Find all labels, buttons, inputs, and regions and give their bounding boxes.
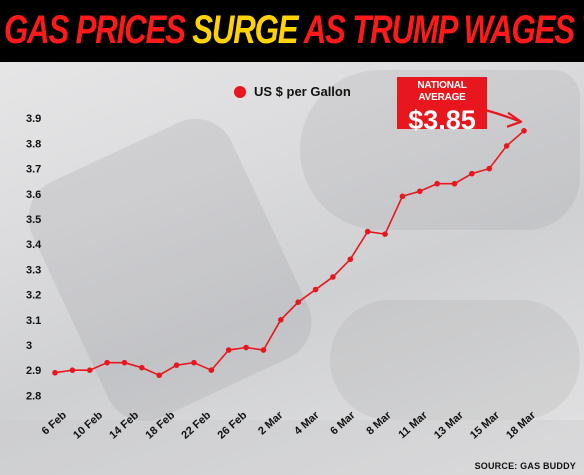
data-point: [260, 347, 267, 353]
y-tick-label: 3.7: [26, 164, 41, 176]
y-tick-label: 3.9: [26, 113, 41, 125]
data-point: [208, 367, 215, 374]
chart-legend: US $ per Gallon: [234, 84, 351, 99]
y-tick-label: 3.5: [26, 214, 41, 226]
data-point: [139, 364, 145, 371]
data-point: [173, 362, 180, 368]
y-tick-label: 3: [26, 340, 32, 352]
callout-value: $3.85: [408, 105, 476, 135]
headline-part-3: AS TRUMP WAGES WAR: [303, 8, 584, 52]
data-point: [104, 359, 110, 366]
data-point: [278, 317, 284, 323]
x-tick-label: 6 Feb: [40, 409, 70, 437]
x-tick-label: 11 Mar: [396, 409, 430, 441]
x-tick-label: 14 Feb: [107, 409, 141, 441]
headline: GAS PRICES SURGE AS TRUMP WAGES WAR: [4, 8, 584, 52]
data-point: [69, 367, 76, 374]
series-us-per-gallon: [52, 128, 527, 379]
y-tick-label: 3.6: [26, 189, 41, 201]
x-tick-label: 22 Feb: [179, 409, 213, 441]
data-point: [191, 359, 197, 366]
data-point: [330, 274, 336, 280]
data-point: [503, 143, 510, 149]
data-point: [521, 128, 527, 134]
y-axis: 2.8 2.9 3 3.1 3.2 3.3 3.4 3.5 3.6 3.7 3.8 3.9: [26, 113, 42, 402]
x-tick-label: 2 Mar: [256, 409, 286, 438]
data-point: [156, 372, 163, 379]
x-tick-label: 10 Feb: [71, 409, 105, 441]
data-point: [364, 228, 371, 235]
data-point: [382, 231, 388, 237]
callout-label: NATIONAL AVERAGE: [417, 80, 467, 103]
series-line: [54, 130, 525, 377]
x-tick-label: 26 Feb: [215, 409, 249, 441]
y-tick-label: 3.1: [26, 315, 41, 327]
x-tick-label: 13 Mar: [432, 409, 466, 442]
y-tick-label: 3.8: [26, 138, 41, 150]
data-point: [451, 180, 458, 187]
data-point: [469, 170, 475, 177]
x-tick-label: 6 Mar: [328, 409, 358, 438]
data-point: [86, 367, 93, 374]
data-point: [121, 359, 128, 366]
national-average-callout: NATIONAL AVERAGE $3.85: [397, 77, 487, 135]
y-tick-label: 3.2: [26, 290, 41, 302]
y-tick-label: 3.4: [26, 239, 42, 251]
data-point: [312, 286, 319, 293]
data-point: [295, 299, 301, 305]
headline-highlight: SURGE: [192, 8, 298, 52]
data-point: [243, 344, 249, 351]
arrow-head-icon: [506, 111, 523, 128]
x-tick-label: 18 Feb: [143, 409, 177, 441]
data-point: [416, 188, 423, 195]
headline-banner: GAS PRICES SURGE AS TRUMP WAGES WAR: [0, 0, 584, 62]
y-tick-label: 2.8: [26, 390, 41, 402]
data-point: [399, 193, 406, 200]
x-axis: 6 Feb 10 Feb 14 Feb 18 Feb 22 Feb 26 Feb 2 Mar…: [40, 409, 539, 442]
y-tick-label: 2.9: [26, 365, 41, 377]
x-tick-label: 18 Mar: [504, 409, 538, 442]
legend-marker-icon: [234, 85, 246, 98]
background-photo-shape: [0, 420, 584, 475]
x-tick-label: 15 Mar: [468, 409, 502, 442]
data-point: [225, 347, 232, 353]
x-tick-label: 8 Mar: [364, 409, 394, 438]
legend-label: US $ per Gallon: [254, 84, 351, 99]
source-credit: SOURCE: GAS BUDDY: [474, 461, 576, 471]
data-point: [347, 256, 354, 263]
y-tick-label: 3.3: [26, 264, 41, 276]
data-point: [434, 180, 440, 187]
headline-part-1: GAS PRICES: [4, 8, 193, 52]
data-point: [52, 369, 58, 376]
x-tick-label: 4 Mar: [292, 409, 322, 438]
data-point: [486, 165, 493, 172]
background-photo-shape: [330, 300, 580, 420]
